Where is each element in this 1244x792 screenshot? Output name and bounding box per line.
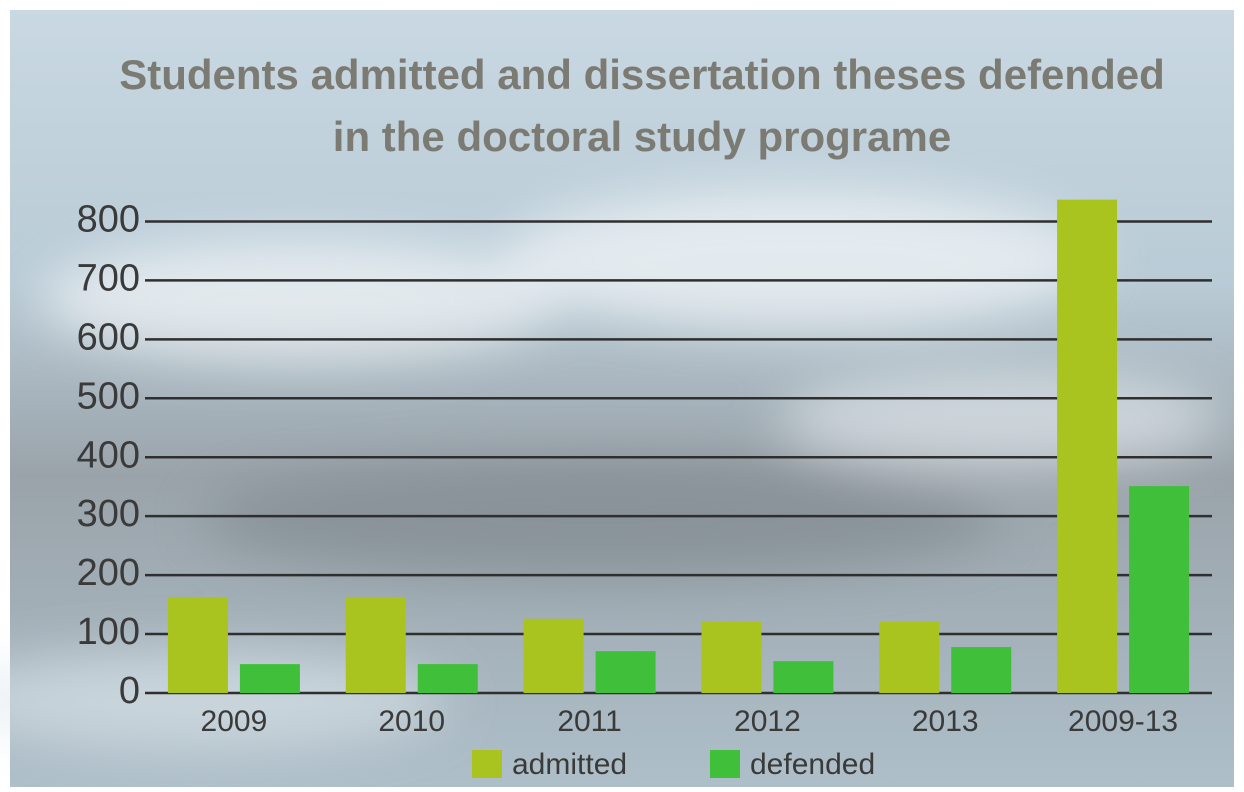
chart: Students admitted and dissertation these…: [0, 0, 1244, 787]
x-tick-label: 2011: [557, 705, 622, 738]
bar: [773, 661, 833, 693]
y-tick-label: 100: [77, 611, 140, 653]
y-tick-label: 600: [77, 316, 140, 358]
bar: [596, 651, 656, 693]
x-tick-label: 2009: [201, 705, 268, 738]
bar: [524, 619, 584, 693]
y-tick-label: 0: [119, 670, 140, 712]
x-tick-label: 2012: [734, 705, 801, 738]
bar: [1129, 486, 1189, 693]
y-tick-label: 200: [77, 552, 140, 594]
legend-swatch: [472, 750, 502, 778]
bar: [240, 664, 300, 693]
chart-title: Students admitted and dissertation these…: [119, 51, 1165, 98]
legend-label: admitted: [512, 748, 627, 781]
bar: [418, 664, 478, 693]
y-tick-label: 800: [77, 199, 140, 241]
legend-label: defended: [750, 748, 875, 781]
y-tick-label: 400: [77, 434, 140, 476]
y-tick-label: 300: [77, 493, 140, 535]
chart-subtitle: in the doctoral study programe: [333, 113, 951, 160]
x-tick-label: 2010: [378, 705, 445, 738]
legend-swatch: [710, 750, 740, 778]
bar: [951, 647, 1011, 693]
bar: [1057, 200, 1117, 693]
y-tick-label: 500: [77, 375, 140, 417]
x-tick-label: 2013: [912, 705, 979, 738]
bar: [346, 597, 406, 693]
bar: [701, 622, 761, 693]
bar: [879, 622, 939, 693]
x-tick-label: 2009-13: [1068, 705, 1178, 738]
bar: [168, 597, 228, 693]
y-tick-label: 700: [77, 257, 140, 299]
